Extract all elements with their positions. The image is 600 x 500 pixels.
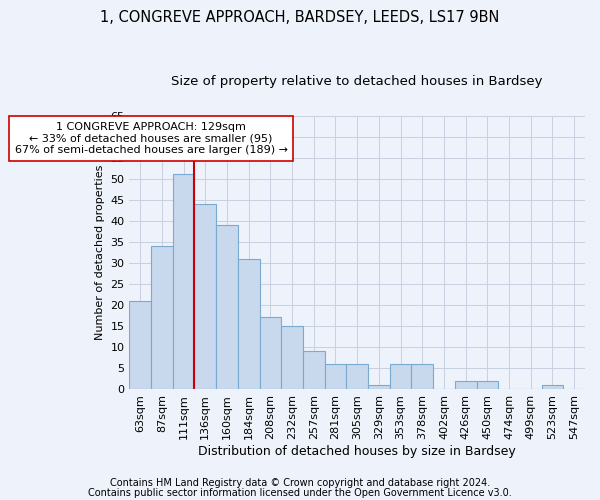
Bar bbox=[194, 204, 216, 389]
Bar bbox=[260, 318, 281, 389]
Text: Contains public sector information licensed under the Open Government Licence v3: Contains public sector information licen… bbox=[88, 488, 512, 498]
Bar bbox=[542, 385, 563, 389]
Bar bbox=[303, 351, 325, 389]
Text: Contains HM Land Registry data © Crown copyright and database right 2024.: Contains HM Land Registry data © Crown c… bbox=[110, 478, 490, 488]
Bar bbox=[216, 225, 238, 389]
X-axis label: Distribution of detached houses by size in Bardsey: Distribution of detached houses by size … bbox=[199, 444, 516, 458]
Bar bbox=[130, 300, 151, 389]
Bar bbox=[455, 380, 476, 389]
Bar bbox=[346, 364, 368, 389]
Bar bbox=[238, 258, 260, 389]
Y-axis label: Number of detached properties: Number of detached properties bbox=[95, 164, 105, 340]
Bar bbox=[173, 174, 194, 389]
Bar bbox=[412, 364, 433, 389]
Bar bbox=[390, 364, 412, 389]
Bar bbox=[476, 380, 498, 389]
Bar bbox=[325, 364, 346, 389]
Text: 1, CONGREVE APPROACH, BARDSEY, LEEDS, LS17 9BN: 1, CONGREVE APPROACH, BARDSEY, LEEDS, LS… bbox=[100, 10, 500, 25]
Bar bbox=[281, 326, 303, 389]
Bar bbox=[368, 385, 390, 389]
Text: 1 CONGREVE APPROACH: 129sqm
← 33% of detached houses are smaller (95)
67% of sem: 1 CONGREVE APPROACH: 129sqm ← 33% of det… bbox=[14, 122, 287, 155]
Title: Size of property relative to detached houses in Bardsey: Size of property relative to detached ho… bbox=[172, 75, 543, 88]
Bar bbox=[151, 246, 173, 389]
